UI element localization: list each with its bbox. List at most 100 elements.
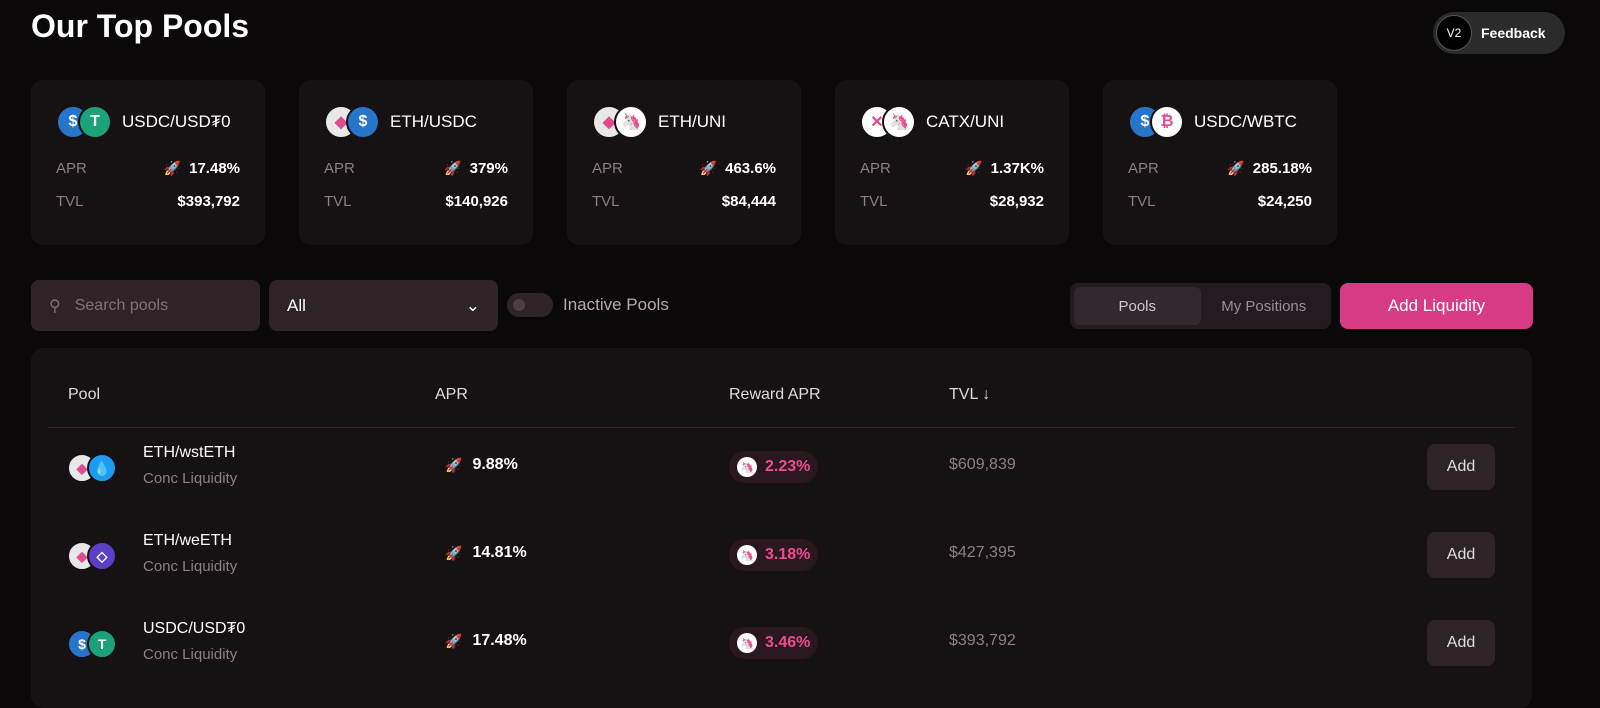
tab-pools[interactable]: Pools (1074, 287, 1201, 325)
search-input[interactable] (74, 296, 235, 315)
token-pair-icon: ◆ 🦄 (592, 105, 648, 139)
reward-token-icon: 🦄 (737, 457, 757, 477)
tvl-value: $393,792 (949, 632, 1016, 649)
token-icon: 💧 (87, 453, 117, 483)
tvl-value: $609,839 (949, 456, 1016, 473)
token-icon: ◇ (87, 541, 117, 571)
reward-apr-value: 3.18% (765, 546, 811, 563)
rocket-icon: 🚀 (965, 160, 983, 176)
divider (48, 427, 1515, 428)
token-icon: T (78, 105, 112, 139)
feedback-button[interactable]: V2 Feedback (1433, 12, 1565, 54)
table-row[interactable]: $ T USDC/USD₮0 Conc Liquidity 🚀 17.48% 🦄 3.… (31, 604, 1532, 692)
header-pool[interactable]: Pool (68, 386, 101, 403)
token-icon: ◆ (324, 105, 358, 139)
inactive-pools-label: Inactive Pools (563, 295, 669, 314)
rocket-icon: 🚀 (444, 160, 462, 176)
apr-value: 14.81% (472, 544, 527, 561)
top-pool-card[interactable]: ◆ 🦄 ETH/UNI APR 🚀 463.6% TVL $84,444 (567, 80, 801, 245)
search-input-wrapper[interactable]: ⚲ (31, 280, 260, 331)
top-pool-card[interactable]: ◆ $ ETH/USDC APR 🚀 379% TVL $140,926 (299, 80, 533, 245)
pool-type: Conc Liquidity (143, 646, 238, 663)
apr-value: 463.6% (725, 160, 776, 177)
reward-apr-badge: 🦄 3.46% (729, 627, 819, 659)
apr-label: APR (592, 160, 623, 177)
tvl-label: TVL (56, 193, 84, 210)
search-icon: ⚲ (49, 297, 61, 315)
reward-apr-value: 2.23% (765, 458, 811, 475)
pool-name: USDC/WBTC (1194, 112, 1297, 131)
page-title: Our Top Pools (31, 8, 250, 44)
table-row[interactable]: ◆ ◇ ETH/weETH Conc Liquidity 🚀 14.81% 🦄 3.1… (31, 516, 1532, 604)
token-icon: $ (346, 105, 380, 139)
token-icon: 🦄 (882, 105, 916, 139)
rocket-icon: 🚀 (163, 160, 182, 176)
pool-name: ETH/USDC (390, 112, 477, 131)
tvl-label: TVL (324, 193, 352, 210)
apr-value: 17.48% (189, 160, 240, 177)
reward-apr-badge: 🦄 3.18% (729, 539, 819, 571)
pool-name: CATX/UNI (926, 112, 1005, 131)
token-icon: 🦄 (614, 105, 648, 139)
apr-label: APR (860, 160, 891, 177)
token-pair-icon: $ T (56, 105, 112, 139)
reward-apr-value: 3.46% (765, 634, 811, 651)
filter-value: All (287, 295, 306, 315)
apr-label: APR (56, 160, 87, 177)
token-pair-icon: ◆ ◇ (67, 541, 117, 571)
token-icon: ₿ (1150, 105, 1184, 139)
top-pool-card[interactable]: ✕ 🦄 CATX/UNI APR 🚀 1.37K% TVL $28,932 (835, 80, 1069, 245)
header-reward-apr[interactable]: Reward APR (729, 386, 821, 403)
filter-select[interactable]: All ⌄ (269, 280, 498, 331)
apr-value: 9.88% (472, 456, 518, 473)
tvl-value: $140,926 (445, 193, 508, 210)
tvl-value: $393,792 (177, 193, 240, 210)
add-button[interactable]: Add (1427, 444, 1495, 490)
chevron-down-icon: ⌄ (465, 295, 480, 315)
tvl-label: TVL (592, 193, 620, 210)
add-liquidity-button[interactable]: Add Liquidity (1340, 283, 1533, 329)
token-pair-icon: $ T (67, 629, 117, 659)
pool-type: Conc Liquidity (143, 470, 238, 487)
apr-value: 1.37K% (990, 160, 1044, 177)
header-tvl[interactable]: TVL ↓ (949, 386, 991, 403)
top-pool-card[interactable]: $ ₿ USDC/WBTC APR 🚀 285.18% TVL $24,250 (1103, 80, 1337, 245)
rocket-icon: 🚀 (445, 632, 463, 649)
token-pair-icon: ◆ $ (324, 105, 380, 139)
rocket-icon: 🚀 (1227, 160, 1245, 176)
inactive-pools-toggle[interactable] (507, 293, 553, 317)
v2-logo-icon: V2 (1436, 15, 1472, 51)
pool-name: ETH/UNI (658, 112, 726, 131)
rocket-icon: 🚀 (445, 456, 463, 473)
token-pair-icon: ✕ 🦄 (860, 105, 916, 139)
header-apr[interactable]: APR (435, 386, 468, 403)
pool-type: Conc Liquidity (143, 558, 238, 575)
pool-name: ETH/weETH (143, 532, 232, 549)
token-icon: T (87, 629, 117, 659)
tvl-value: $28,932 (989, 193, 1044, 210)
apr-label: APR (1128, 160, 1159, 177)
pool-name: USDC/USD₮0 (143, 620, 246, 637)
rocket-icon: 🚀 (445, 544, 463, 561)
reward-apr-badge: 🦄 2.23% (729, 451, 819, 483)
tvl-label: TVL (860, 193, 888, 210)
pools-table: Pool APR Reward APR TVL ↓ ◆ 💧 ETH/wstETH … (31, 348, 1532, 708)
apr-value: 285.18% (1252, 160, 1312, 177)
tvl-label: TVL (1128, 193, 1156, 210)
pool-name: ETH/wstETH (143, 444, 236, 461)
tvl-value: $427,395 (949, 544, 1016, 561)
reward-token-icon: 🦄 (737, 545, 757, 565)
top-pool-card[interactable]: $ T USDC/USD₮0 APR 🚀 17.48% TVL $393,792 (31, 80, 265, 245)
tvl-value: $84,444 (721, 193, 776, 210)
apr-value: 379% (469, 160, 508, 177)
feedback-label: Feedback (1481, 25, 1546, 41)
add-button[interactable]: Add (1427, 620, 1495, 666)
reward-token-icon: 🦄 (737, 633, 757, 653)
pool-name: USDC/USD₮0 (122, 112, 231, 131)
rocket-icon: 🚀 (699, 160, 718, 176)
apr-value: 17.48% (472, 632, 527, 649)
tvl-value: $24,250 (1257, 193, 1312, 210)
tab-my-positions[interactable]: My Positions (1221, 297, 1307, 315)
add-button[interactable]: Add (1427, 532, 1495, 578)
table-row[interactable]: ◆ 💧 ETH/wstETH Conc Liquidity 🚀 9.88% 🦄 2.2… (31, 428, 1532, 516)
